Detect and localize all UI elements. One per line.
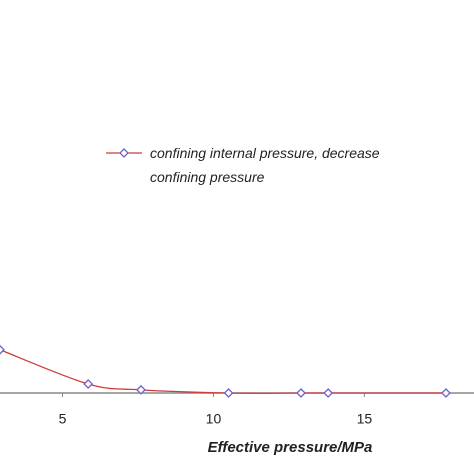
legend: confining internal pressure, decrease co… [106,143,435,189]
legend-key [106,148,142,158]
marker [441,388,451,398]
x-tick-label: 5 [59,411,67,427]
marker [296,388,306,398]
marker [119,148,129,158]
line [0,349,446,394]
marker [223,388,234,398]
marker [83,379,94,389]
marker [323,388,334,398]
marker [136,384,146,395]
x-tick-label: 10 [206,411,222,427]
x-axis-title: Effective pressure/MPa [208,439,373,456]
legend-label: confining internal pressure, decrease co… [150,145,380,185]
x-tick-label: 15 [357,411,373,427]
marker [0,344,5,355]
